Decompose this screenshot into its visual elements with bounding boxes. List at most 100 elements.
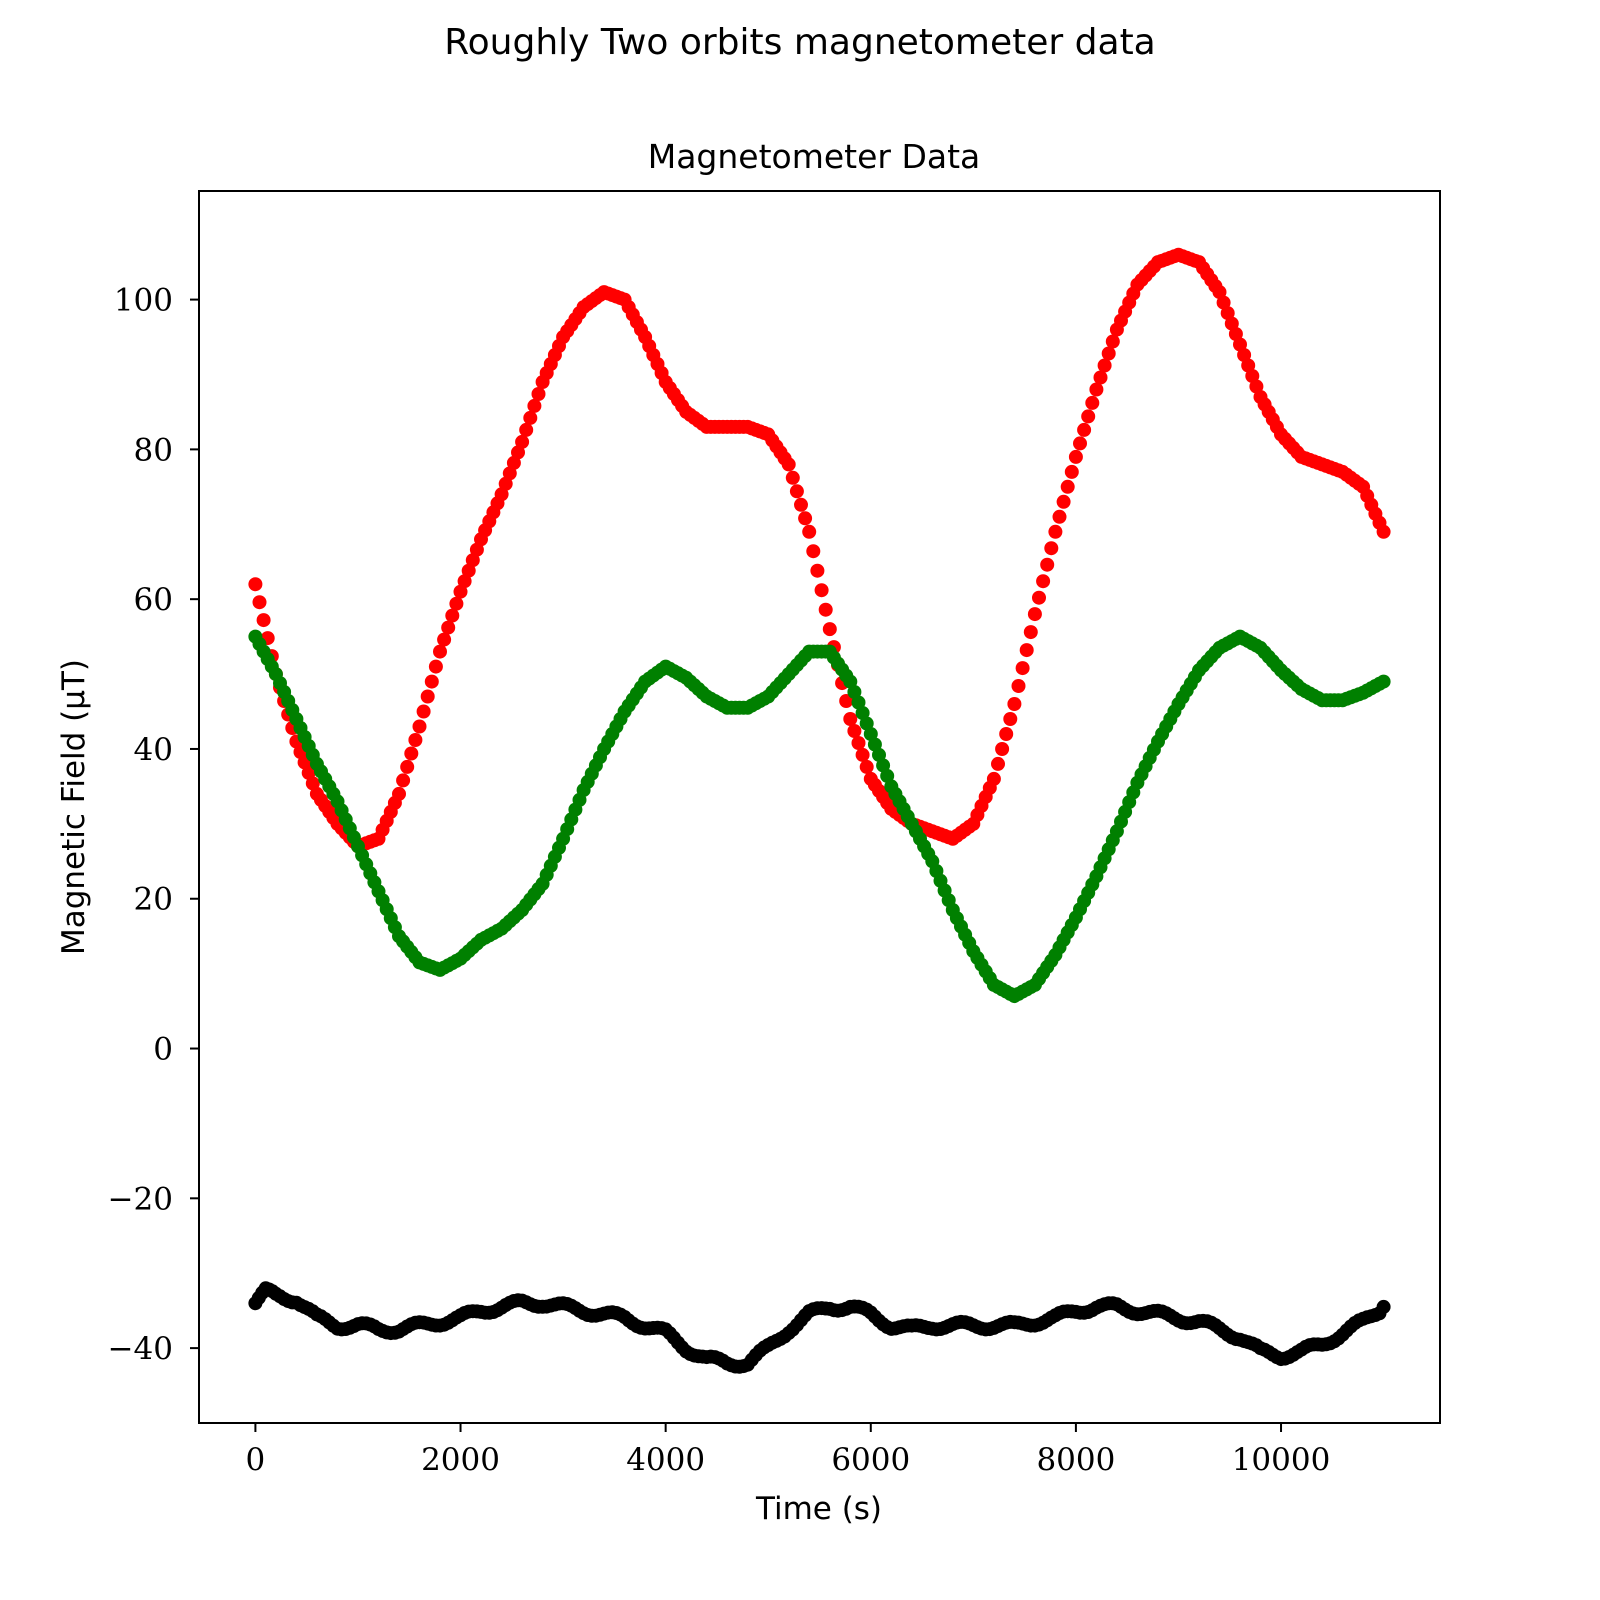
- marker-red: [392, 786, 406, 801]
- series-layer: [248, 247, 1391, 1374]
- marker-red: [1220, 306, 1235, 321]
- marker-red: [424, 674, 439, 689]
- y-axis: −40 −20 0 20 40 60 80 100: [108, 283, 199, 1367]
- marker-red: [494, 487, 509, 502]
- marker-red: [785, 470, 800, 485]
- marker-red: [1081, 409, 1096, 424]
- marker-red: [531, 387, 546, 401]
- marker-red: [794, 497, 808, 512]
- y-tick-label: 40: [134, 732, 173, 768]
- marker-red: [416, 704, 431, 719]
- y-axis-label: Magnetic Field (μT): [56, 659, 92, 955]
- marker-red: [1097, 358, 1112, 373]
- marker-red: [789, 484, 804, 499]
- marker-red: [396, 773, 411, 788]
- marker-red: [1241, 358, 1256, 373]
- marker-red: [1027, 607, 1042, 622]
- marker-red: [986, 771, 1001, 786]
- series-red: [248, 247, 1391, 854]
- marker-red: [400, 759, 415, 774]
- marker-red: [1007, 697, 1022, 711]
- x-tick-label: 8000: [1036, 1442, 1115, 1478]
- figure-suptitle: Roughly Two orbits magnetometer data: [444, 22, 1156, 63]
- marker-red: [511, 445, 525, 460]
- marker-red: [1032, 590, 1046, 605]
- marker-red: [301, 765, 316, 780]
- marker-red: [449, 596, 464, 611]
- marker-red: [408, 733, 423, 747]
- marker-red: [453, 584, 468, 599]
- marker-red: [465, 553, 480, 568]
- marker-red: [445, 608, 460, 623]
- marker-green: [851, 695, 866, 710]
- marker-red: [437, 632, 452, 647]
- marker-red: [523, 410, 538, 425]
- marker-red: [1056, 494, 1071, 509]
- marker-red: [527, 398, 542, 413]
- marker-red: [1064, 464, 1079, 479]
- marker-red: [515, 434, 530, 449]
- series-green: [248, 629, 1391, 1004]
- marker-red: [798, 511, 813, 526]
- y-tick-label: 0: [153, 1032, 173, 1068]
- marker-red: [1245, 369, 1260, 383]
- marker-black: [1376, 1299, 1391, 1314]
- marker-red: [859, 759, 874, 774]
- marker-red: [806, 544, 821, 559]
- marker-red: [1015, 661, 1030, 676]
- marker-green: [863, 727, 878, 741]
- marker-green: [855, 706, 870, 720]
- marker-red: [999, 727, 1014, 741]
- marker-red: [781, 457, 796, 472]
- marker-red: [991, 756, 1005, 771]
- marker-red: [1093, 370, 1108, 385]
- marker-red: [1105, 334, 1120, 349]
- marker-red: [1077, 422, 1092, 437]
- marker-red: [1052, 509, 1067, 524]
- marker-red: [1237, 348, 1252, 362]
- marker-red: [810, 563, 825, 578]
- series-black: [248, 1281, 1391, 1374]
- marker-red: [498, 476, 513, 491]
- marker-red: [1073, 436, 1087, 451]
- x-tick-label: 6000: [831, 1442, 910, 1478]
- marker-red: [248, 577, 263, 592]
- marker-red: [1089, 382, 1104, 397]
- marker-red: [1044, 541, 1059, 556]
- marker-red: [1228, 327, 1243, 341]
- y-tick-label: 100: [114, 283, 173, 319]
- y-tick-label: 60: [134, 582, 173, 618]
- x-tick-label: 2000: [421, 1442, 500, 1478]
- marker-red: [1212, 285, 1227, 300]
- plot-frame: [198, 190, 1441, 1424]
- marker-red: [851, 736, 866, 750]
- marker-red: [822, 622, 837, 637]
- marker-red: [995, 742, 1010, 756]
- marker-red: [1068, 449, 1083, 464]
- marker-red: [256, 613, 271, 628]
- marker-red: [1036, 574, 1051, 589]
- marker-red: [1233, 337, 1247, 352]
- marker-red: [1040, 557, 1055, 572]
- marker-red: [1060, 479, 1075, 494]
- marker-red: [1216, 295, 1231, 310]
- chart-title: Magnetometer Data: [648, 137, 981, 176]
- marker-red: [428, 659, 443, 674]
- marker-red: [404, 746, 419, 761]
- marker-red: [1019, 643, 1034, 658]
- marker-red: [843, 712, 858, 726]
- y-tick-label: 20: [134, 882, 173, 918]
- marker-red: [506, 455, 521, 470]
- x-axis-label: Time (s): [755, 1491, 882, 1527]
- marker-green: [847, 685, 862, 699]
- marker-red: [457, 574, 472, 589]
- marker-red: [847, 724, 862, 738]
- marker-green: [859, 716, 874, 731]
- marker-red: [814, 583, 829, 598]
- x-axis: 0 2000 4000 6000 8000 10000: [246, 1423, 1330, 1478]
- marker-red: [1011, 679, 1026, 693]
- marker-red: [1003, 712, 1018, 726]
- marker-green: [880, 768, 895, 783]
- marker-red: [1101, 346, 1116, 361]
